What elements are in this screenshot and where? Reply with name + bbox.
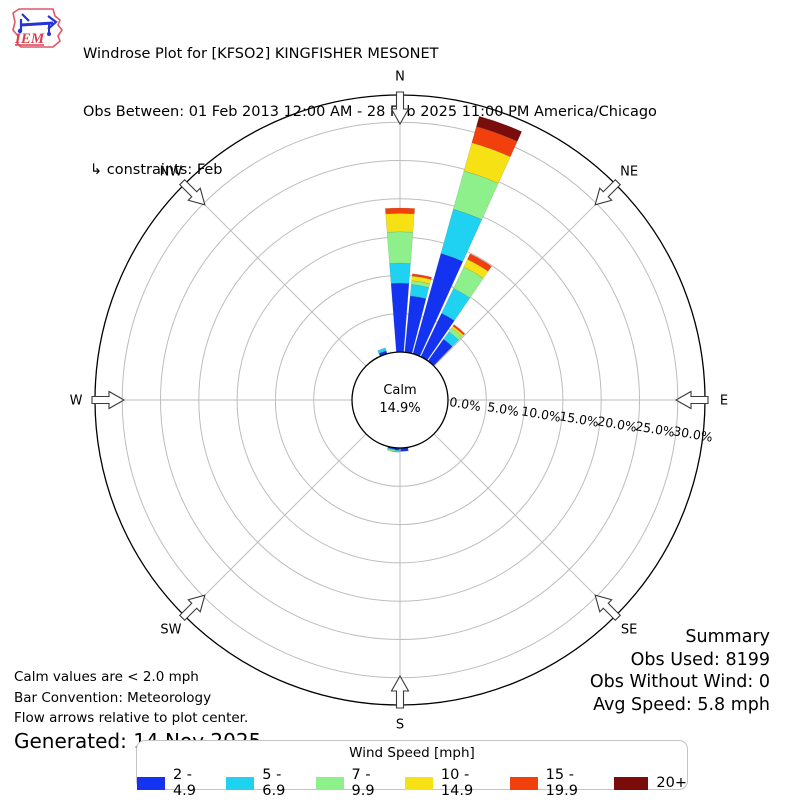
compass-label-nw: NW	[160, 164, 183, 179]
bar-segment	[443, 331, 460, 347]
ring-label-20: 20.0%	[596, 413, 638, 434]
bar-segment	[386, 231, 414, 264]
bar-segment	[411, 275, 432, 285]
bar-segment	[377, 347, 387, 354]
legend-item-4: 15 - 19.9	[509, 767, 600, 799]
bar-segment	[451, 325, 464, 337]
bar-segment	[448, 327, 463, 341]
ring-label-25: 25.0%	[634, 418, 676, 439]
flow-arrow-icon-180	[390, 674, 410, 709]
legend-item-3: 10 - 14.9	[404, 767, 495, 799]
legend-item-1: 5 - 6.9	[226, 767, 300, 799]
legend-item-label: 10 - 14.9	[440, 767, 474, 799]
bar-segment	[386, 448, 396, 452]
windvane-icon	[17, 13, 58, 36]
compass-label-se: SE	[621, 623, 637, 638]
grid-spoke-135	[433, 433, 617, 617]
flow-arrow-icon-0	[390, 91, 410, 126]
summary-title: Summary	[685, 627, 770, 647]
grid-spoke-45	[433, 183, 617, 367]
bar-segment	[440, 208, 483, 262]
legend-swatch-icon	[137, 776, 165, 790]
footnote-calm: Calm values are < 2.0 mph	[14, 669, 199, 685]
legend-swatch-icon	[315, 776, 344, 790]
summary-obs-without-wind: Obs Without Wind: 0	[589, 672, 770, 692]
footnote-flow-arrows: Flow arrows relative to plot center.	[14, 710, 249, 727]
compass-label-sw: SW	[160, 623, 181, 638]
bar-segment	[411, 273, 432, 280]
grid-spoke-225	[183, 433, 367, 617]
summary-avg-speed: Avg Speed: 5.8 mph	[593, 694, 770, 715]
compass-label-ne: NE	[620, 164, 638, 179]
calm-value: 14.9%	[379, 401, 420, 416]
page-title: Windrose Plot for [KFSO2] KINGFISHER MES…	[83, 46, 439, 63]
bar-segment	[411, 280, 431, 288]
ring-label-30: 30.0%	[672, 423, 714, 444]
bar-segment	[453, 266, 484, 299]
ring-label-10: 10.0%	[520, 403, 562, 424]
windrose-bar-10	[404, 273, 432, 354]
legend-item-label: 2 - 4.9	[172, 767, 196, 799]
legend-item-label: 5 - 6.9	[262, 767, 286, 799]
compass-label-e: E	[720, 394, 728, 409]
summary-block: Summary Obs Used: 8199 Obs Without Wind:…	[590, 626, 770, 716]
compass-label-w: W	[70, 394, 83, 409]
legend-item-0: 2 - 4.9	[137, 767, 211, 799]
bar-segment	[476, 115, 522, 142]
bar-segment	[452, 324, 466, 336]
legend-title: Wind Speed [mph]	[349, 745, 475, 761]
legend-items: 2 - 4.9 5 - 6.9 7 - 9.9 10 - 14.9 15 - 19.9 2…	[137, 767, 687, 799]
bar-segment	[389, 262, 411, 284]
bar-segment	[453, 170, 499, 220]
constraints-line: ↳ constraints: Feb	[90, 161, 223, 178]
footnote-bar-convention: Bar Convention: Meteorology	[14, 689, 212, 706]
bar-segment	[467, 253, 492, 272]
flow-arrow-icon-225	[178, 594, 206, 622]
ring-label-5: 5.0%	[486, 399, 520, 419]
legend-item-label: 20+	[656, 775, 687, 791]
bar-segment	[387, 447, 396, 451]
calm-circle	[351, 351, 449, 449]
logo-text: IEM	[14, 31, 45, 47]
legend-swatch-icon	[404, 776, 433, 790]
legend-item-5: 20+	[614, 775, 687, 791]
flow-arrow-icon-135	[594, 594, 622, 622]
bar-segment	[385, 213, 415, 233]
windrose-bar-40	[427, 324, 466, 366]
compass-label-n: N	[395, 70, 405, 85]
flow-arrow-icon-315	[178, 178, 206, 206]
calm-label: Calm	[383, 383, 416, 398]
flow-arrow-icon-90	[674, 390, 709, 410]
windrose-bar-30	[420, 253, 492, 361]
wind-speed-legend: Wind Speed [mph] 2 - 4.9 5 - 6.9 7 - 9.9 10…	[136, 740, 688, 799]
legend-swatch-icon	[226, 776, 255, 790]
legend-item-label: 15 - 19.9	[545, 767, 578, 799]
summary-obs-used: Obs Used: 8199	[630, 649, 770, 670]
legend-swatch-icon	[614, 776, 649, 790]
ring-label-0: 0.0%	[448, 394, 482, 414]
flow-arrow-icon-45	[594, 178, 622, 206]
windrose-bar-20	[412, 115, 522, 357]
grid-spoke-315	[183, 183, 367, 367]
compass-label-s: S	[396, 718, 404, 733]
legend-swatch-icon	[509, 776, 538, 790]
bar-segment	[409, 284, 430, 299]
bar-segment	[441, 288, 471, 321]
windrose-bar-0	[385, 207, 415, 353]
bar-segment	[385, 207, 415, 215]
legend-item-2: 7 - 9.9	[315, 767, 390, 799]
flow-arrow-icon-270	[91, 390, 126, 410]
ring-label-15: 15.0%	[558, 408, 600, 429]
iem-logo: IEM	[12, 8, 63, 48]
legend-item-label: 7 - 9.9	[351, 767, 375, 799]
